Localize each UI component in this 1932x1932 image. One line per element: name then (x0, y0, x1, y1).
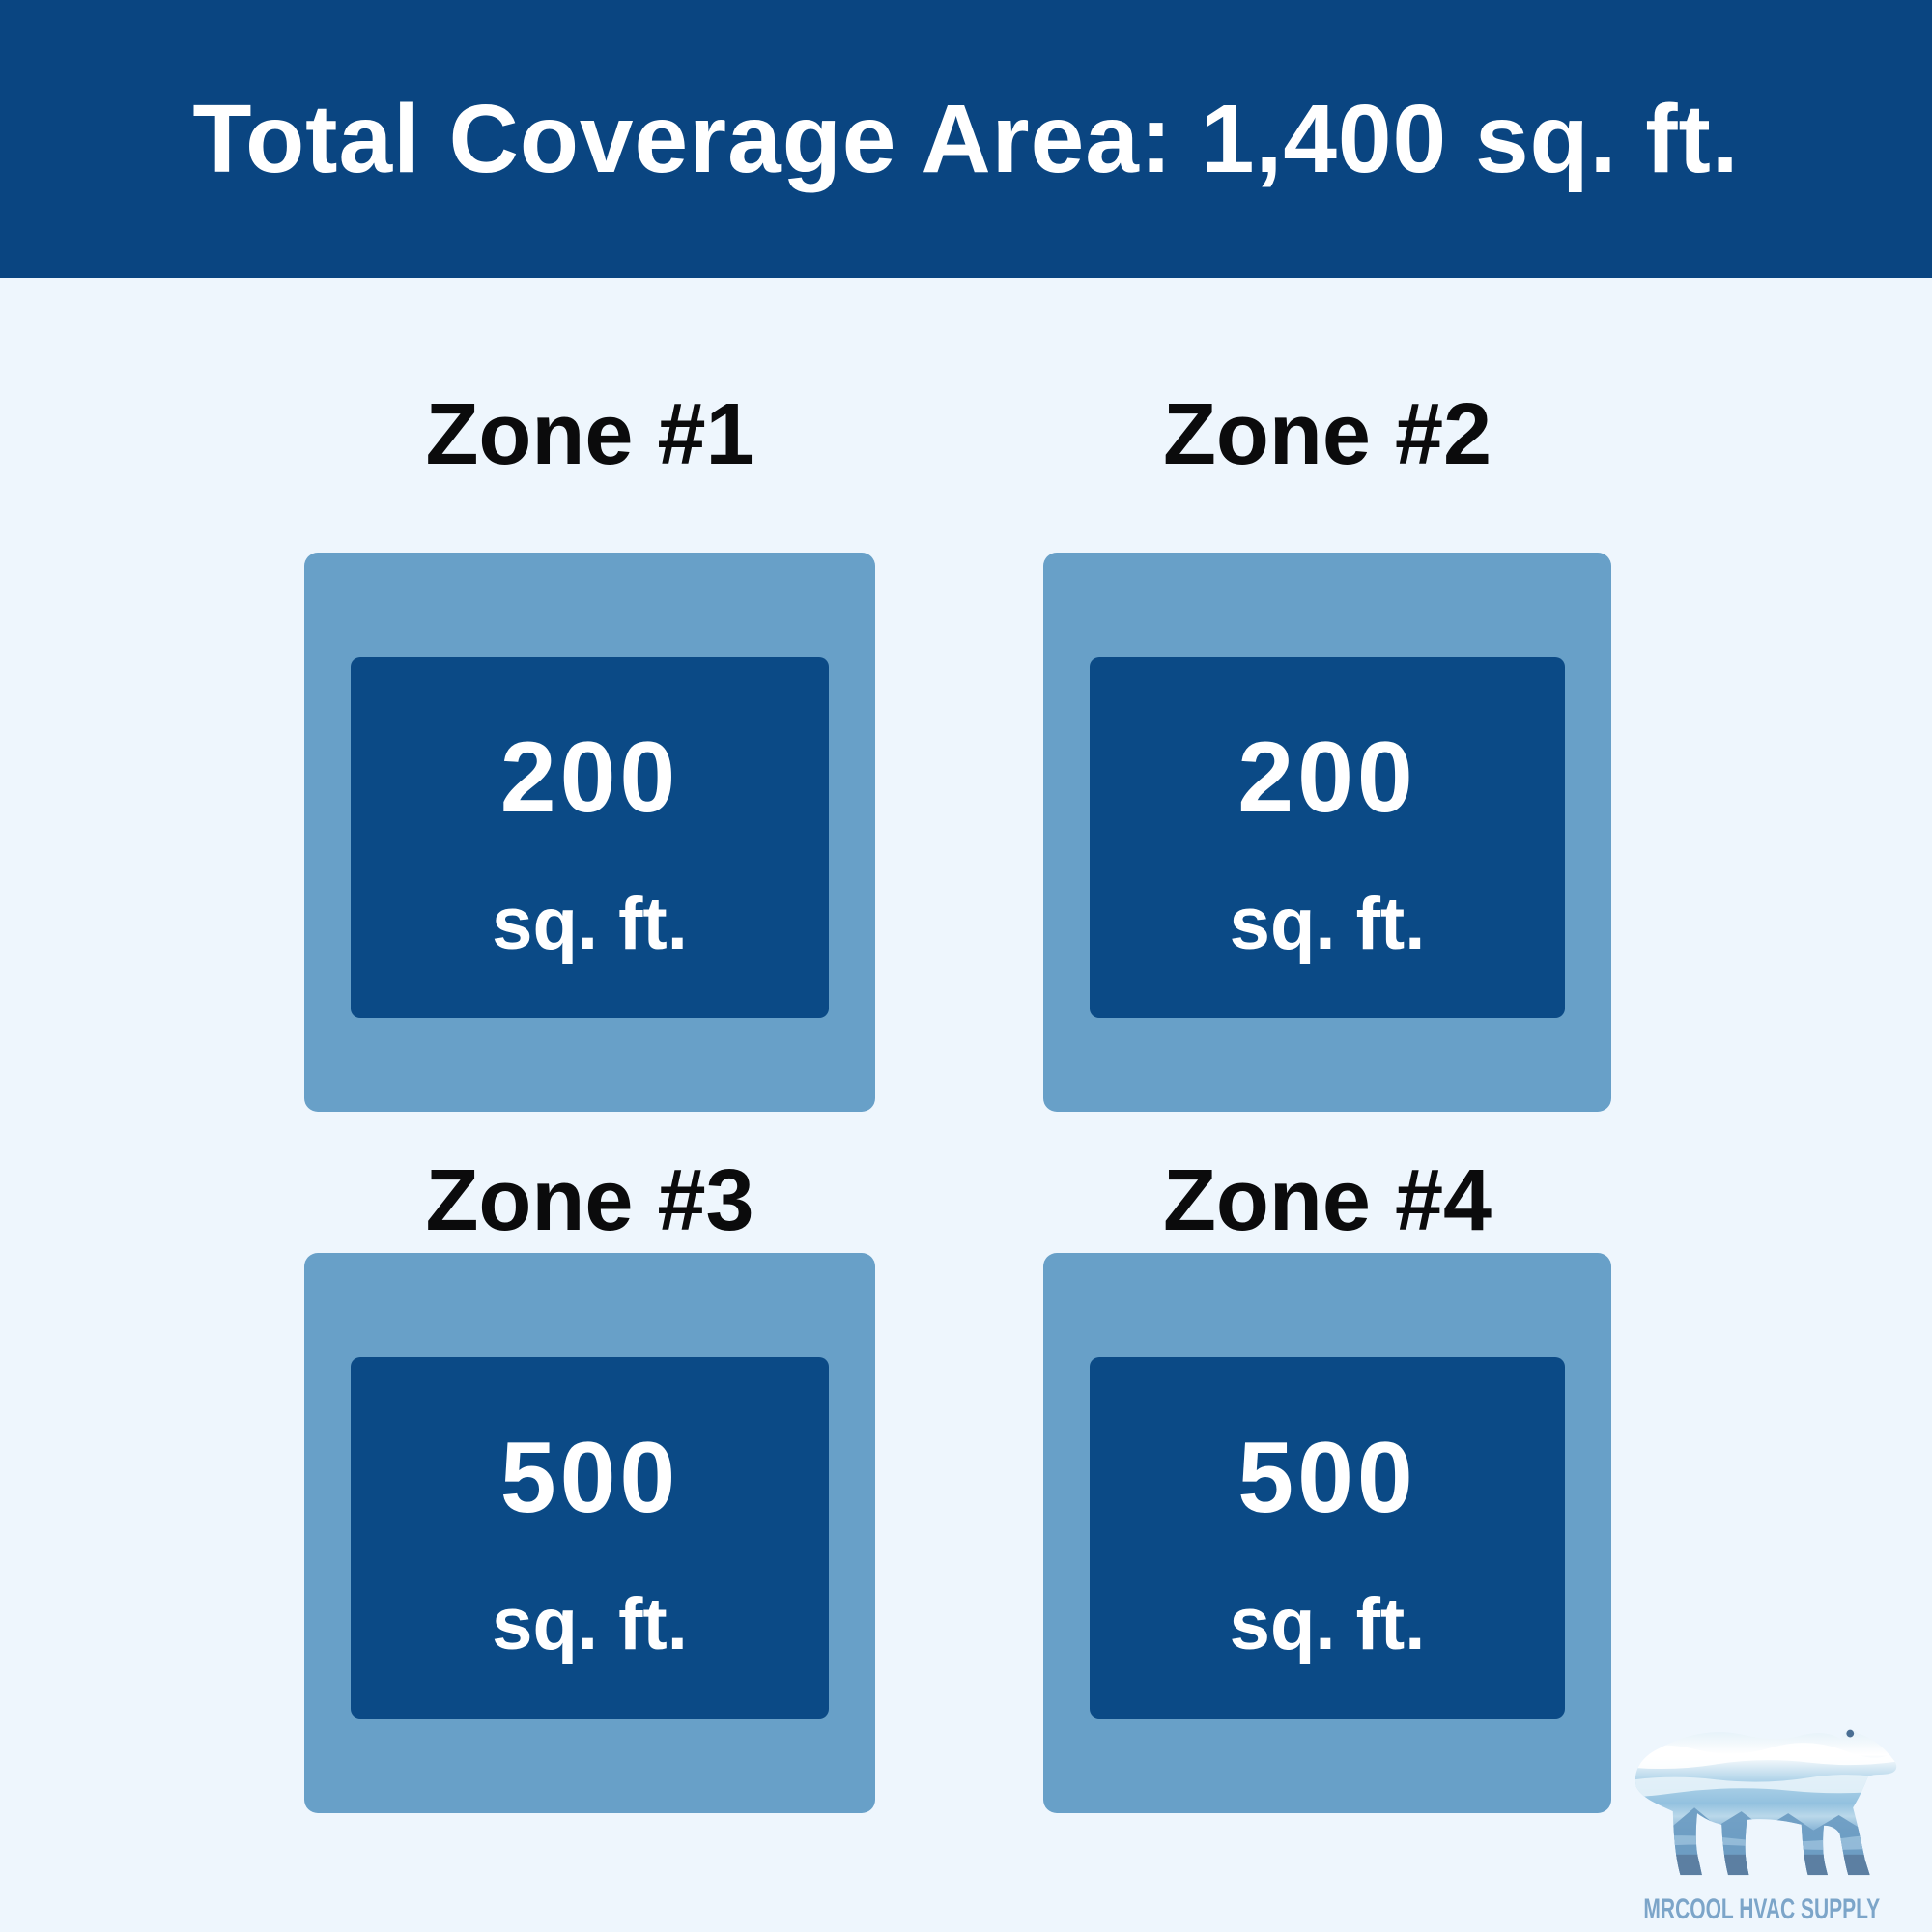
polar-bear-icon (1621, 1719, 1903, 1886)
zone-1-title: Zone #1 (425, 386, 754, 483)
zone-4-title: Zone #4 (1162, 1152, 1492, 1249)
zone-1-card: 200 sq. ft. (304, 553, 875, 1112)
zone-4-card: 500 sq. ft. (1043, 1253, 1611, 1813)
zone-2-value: 200 (1237, 722, 1417, 834)
zone-2-title: Zone #2 (1162, 386, 1492, 483)
zone-1-value: 200 (499, 722, 680, 834)
zone-1-inner-box: 200 sq. ft. (351, 657, 829, 1018)
zone-2-unit: sq. ft. (1229, 883, 1426, 965)
zone-3-value: 500 (499, 1422, 680, 1534)
zone-3-unit: sq. ft. (492, 1583, 688, 1665)
zone-1-unit: sq. ft. (492, 883, 688, 965)
header-banner: Total Coverage Area: 1,400 sq. ft. (0, 0, 1932, 278)
zone-4-value: 500 (1237, 1422, 1417, 1534)
zone-2-inner-box: 200 sq. ft. (1090, 657, 1565, 1018)
zone-3-inner-box: 500 sq. ft. (351, 1357, 829, 1719)
zone-3-card: 500 sq. ft. (304, 1253, 875, 1813)
header-title: Total Coverage Area: 1,400 sq. ft. (192, 84, 1740, 193)
zone-4-inner-box: 500 sq. ft. (1090, 1357, 1565, 1719)
brand-name: MRCOOL HVAC SUPPLY (1643, 1893, 1881, 1925)
brand-logo: MRCOOL HVAC SUPPLY (1621, 1719, 1903, 1924)
zone-3-title: Zone #3 (425, 1152, 754, 1249)
zone-4-unit: sq. ft. (1229, 1583, 1426, 1665)
zone-2-card: 200 sq. ft. (1043, 553, 1611, 1112)
